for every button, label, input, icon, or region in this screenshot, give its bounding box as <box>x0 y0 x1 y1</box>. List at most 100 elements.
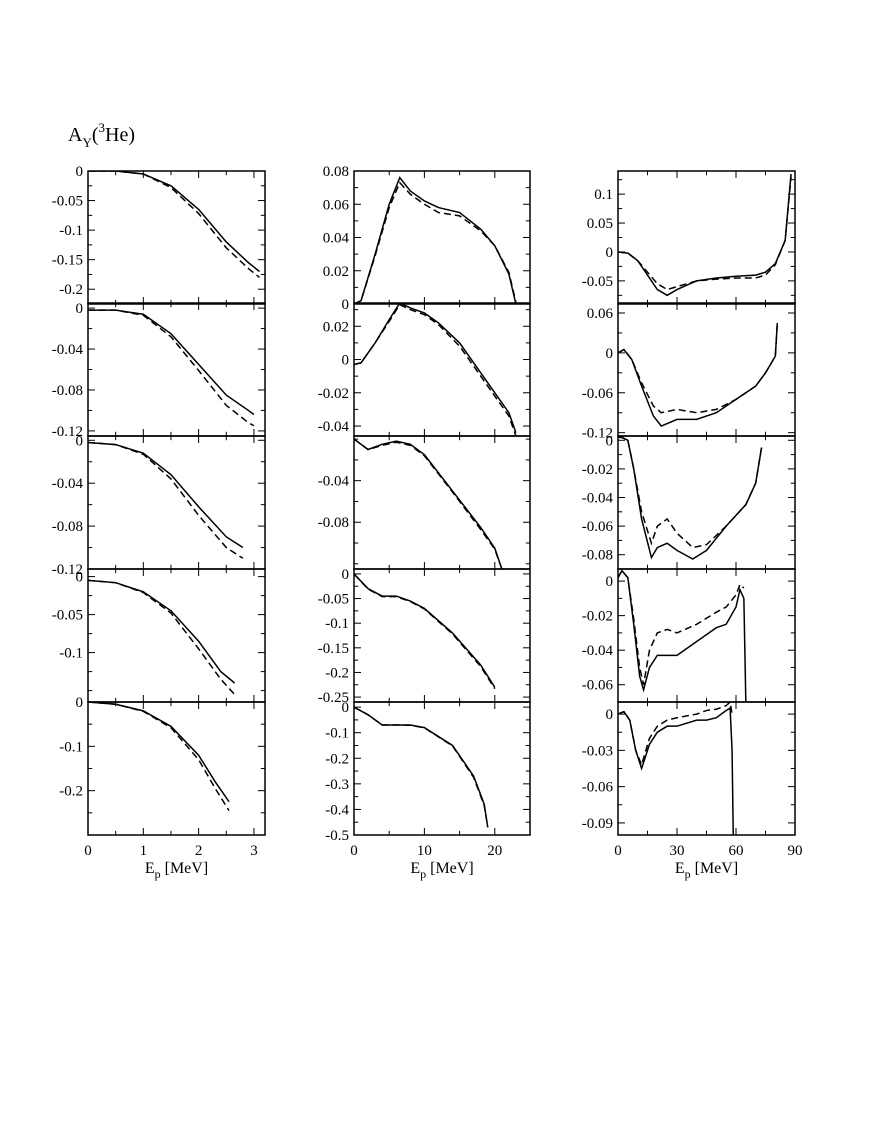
y-tick-label: 0 <box>606 707 614 723</box>
solid-series-line <box>88 309 255 416</box>
y-tick-label: -0.3 <box>325 777 349 793</box>
y-tick-label: -0.04 <box>318 419 350 435</box>
panel-c1-r5: 0 -0.1 -0.2 0 1 2 3 Ep [MeV] <box>59 695 266 881</box>
y-tick-label: -0.2 <box>325 751 349 767</box>
y-tick-label: -0.04 <box>318 474 350 490</box>
y-tick-label: -0.08 <box>318 515 349 531</box>
x-tick-label: 3 <box>250 843 258 859</box>
y-tick-label: -0.02 <box>318 386 349 402</box>
x-tick-label: 20 <box>487 843 502 859</box>
solid-series-line <box>618 322 779 427</box>
panel-c3-r4: 0 -0.02 -0.04 -0.06 <box>582 568 796 703</box>
y-tick-label: 0.02 <box>323 319 349 335</box>
y-tick-label: -0.08 <box>52 519 83 535</box>
solid-series-line <box>88 171 260 273</box>
y-tick-label: 0.06 <box>323 197 350 213</box>
y-tick-label: -0.05 <box>582 274 613 290</box>
x-axis-label-main: E <box>675 860 685 877</box>
y-tick-label: 0 <box>606 433 614 449</box>
y-tick-label: -0.04 <box>582 643 614 659</box>
y-tick-label: -0.2 <box>59 784 83 800</box>
y-tick-label: -0.1 <box>325 726 349 742</box>
y-tick-label: -0.02 <box>582 609 613 625</box>
y-tick-label: -0.12 <box>582 426 613 442</box>
panel-frame <box>87 568 266 703</box>
y-tick-label: 0.06 <box>587 306 614 322</box>
panel-frame <box>353 435 531 570</box>
y-tick-label: 0 <box>76 301 84 317</box>
y-tick-label: -0.04 <box>582 490 614 506</box>
y-tick-label: 0 <box>342 700 350 716</box>
x-axis-label: Ep [MeV] <box>675 860 738 881</box>
solid-series-line <box>618 569 747 702</box>
solid-series-line <box>354 303 517 433</box>
panel-frame <box>617 170 796 305</box>
y-tick-label: -0.1 <box>325 616 349 632</box>
dashed-series-line <box>618 702 733 768</box>
x-tick-label: 60 <box>729 843 744 859</box>
x-axis-label-unit: [MeV] <box>691 860 739 877</box>
dashed-series-line <box>618 322 779 414</box>
column-3: 0.10.050-0.050.060-0.06-0.120-0.02-0.04-… <box>582 170 803 881</box>
y-tick-label: 0 <box>342 353 350 369</box>
panel-frame <box>353 701 531 836</box>
x-tick-label: 0 <box>350 843 358 859</box>
x-tick-label: 90 <box>788 843 803 859</box>
dashed-series-line <box>88 171 260 278</box>
x-tick-label: 30 <box>670 843 685 859</box>
x-axis-label-sub: p <box>685 867 691 881</box>
panel-c1-r1: 0 -0.05 -0.1 -0.15 -0.2 <box>52 164 266 305</box>
dashed-series-line <box>88 702 230 812</box>
y-tick-label: 0 <box>76 570 84 586</box>
dashed-series-line <box>354 438 503 569</box>
x-tick-label: 0 <box>84 843 92 859</box>
solid-series-line <box>354 573 496 688</box>
x-axis-label-unit: [MeV] <box>426 860 474 877</box>
panel-frame <box>353 568 531 703</box>
panel-c2-r4: 0 -0.05 -0.1 -0.15 -0.2 -0.25 <box>318 567 531 706</box>
y-tick-label: 0 <box>76 164 84 180</box>
x-axis-label-sub: p <box>155 867 161 881</box>
solid-series-line <box>618 173 792 297</box>
y-tick-label: 0.1 <box>594 187 613 203</box>
x-tick-label: 10 <box>417 843 432 859</box>
x-axis-label-sub: p <box>420 867 426 881</box>
panel-c2-r2: 0.02 0 -0.02 -0.04 <box>318 302 531 437</box>
y-tick-label: -0.4 <box>325 802 349 818</box>
y-tick-label: -0.06 <box>582 678 614 694</box>
solid-series-line <box>354 176 517 304</box>
column-2: 00.020.040.060.080.020-0.02-0.04-0.04-0.… <box>318 164 531 881</box>
dashed-series-line <box>88 441 244 559</box>
panel-frame <box>87 170 266 305</box>
y-tick-label: -0.12 <box>52 424 83 440</box>
solid-series-line <box>618 706 734 835</box>
panel-frame <box>617 435 796 570</box>
y-tick-label: -0.5 <box>325 828 349 844</box>
y-tick-label: -0.25 <box>318 690 349 706</box>
panel-c3-r1: 0.1 0.05 0 -0.05 <box>582 170 796 305</box>
x-axis-label-main: E <box>410 860 420 877</box>
solid-series-line <box>88 702 230 803</box>
y-tick-label: -0.04 <box>52 476 84 492</box>
y-tick-label: -0.02 <box>582 462 613 478</box>
y-tick-label: 0 <box>342 567 350 583</box>
y-tick-label: 0.02 <box>323 264 349 280</box>
y-tick-label: -0.1 <box>59 223 83 239</box>
dashed-series-line <box>354 706 489 828</box>
y-tick-label: -0.2 <box>59 282 83 298</box>
y-tick-label: 0.05 <box>587 216 613 232</box>
dashed-series-line <box>88 309 255 427</box>
y-tick-label: -0.05 <box>52 608 83 624</box>
y-tick-label: 0 <box>76 433 84 449</box>
x-axis-label: Ep [MeV] <box>145 860 208 881</box>
y-tick-label: -0.06 <box>582 780 614 796</box>
x-axis-label: Ep [MeV] <box>410 860 473 881</box>
solid-series-line <box>88 441 244 549</box>
y-tick-label: -0.1 <box>59 739 83 755</box>
x-axis-label-main: E <box>145 860 155 877</box>
panel-c1-r3: 0 -0.04 -0.08 -0.12 <box>52 433 266 578</box>
panel-c2-r1: 0 0.02 0.04 0.06 0.08 <box>323 164 531 313</box>
y-tick-label: -0.06 <box>582 386 614 402</box>
x-tick-label: 0 <box>614 843 622 859</box>
